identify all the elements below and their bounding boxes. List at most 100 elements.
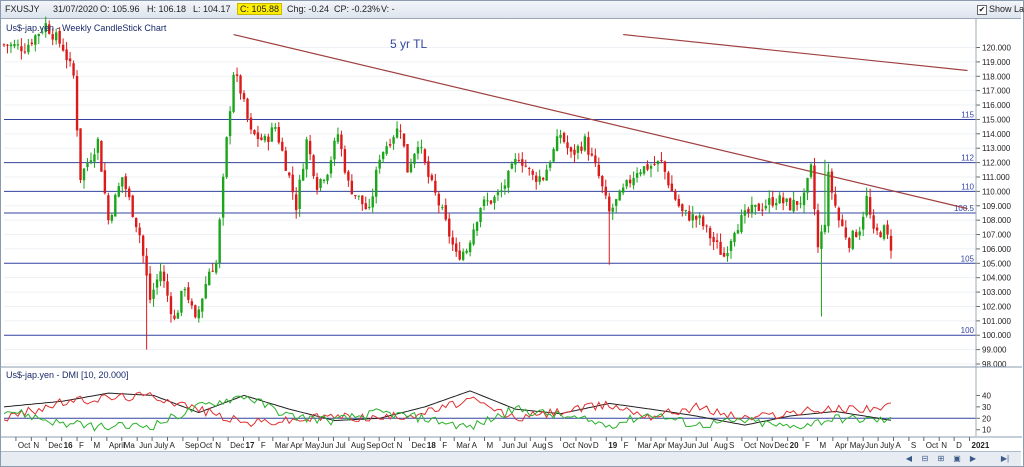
candle-body [72,63,75,76]
candle-body [875,227,879,231]
x-tick-label: July [154,441,168,450]
candle-body [795,201,799,205]
candle-body [521,159,524,166]
candle-body [472,229,475,245]
x-tick-label: Mar [638,441,652,450]
candle-body [841,219,844,227]
x-tick-label: M [487,441,494,450]
candle-body [538,176,541,182]
scroll-end-icon[interactable]: ▶| [1000,454,1010,463]
candle-body [239,75,242,94]
fit-icon[interactable]: ▣ [953,454,961,463]
candle-body [743,210,747,216]
candle-body [625,180,628,187]
x-tick-label: S [729,441,734,450]
candle-body [27,44,30,53]
price-tick-label: 99.000 [982,346,1007,355]
quote-toolbar: FXUSJY 31/07/2020 O: 105.96 H: 106.18 L:… [1,1,1024,19]
candle-body [430,175,434,180]
candle-body [305,139,308,170]
candle-body [719,241,722,255]
candle-body [531,170,534,175]
candle-body [580,146,583,151]
candle-body [681,204,684,212]
candle-body [517,160,521,162]
candle-body [649,165,653,169]
candle-body [399,130,402,132]
candle-body [281,141,284,151]
price-tick-label: 116.000 [982,101,1011,110]
candle-body [868,197,872,215]
price-tick-label: 113.000 [982,144,1011,153]
candle-body [322,180,326,182]
price-chart-title: Us$-jap.yen - Weekly CandleStick Chart [6,23,167,33]
candle-body [740,215,743,233]
x-tick-label: A [472,441,478,450]
candle-body [548,163,552,168]
dmi-y-axis: 40 30 20 10 [976,391,991,435]
candle-body [768,198,771,205]
x-tick-label: S [911,441,916,450]
candle-body [312,155,315,177]
candle-body [775,203,778,206]
candle-body [663,161,667,172]
candle-body [837,207,841,221]
candle-body [712,236,715,243]
candle-body [496,192,500,196]
x-tick-label: Sep [185,441,200,450]
candle-body [851,230,854,249]
price-tick-label: 117.000 [982,87,1011,96]
x-tick-label: Ma [124,441,136,450]
x-tick-label: A [169,441,175,450]
candle-body [333,140,336,160]
dmi-tick-label: 10 [982,426,991,435]
candle-body [242,93,246,100]
price-tick-label: 119.000 [982,58,1011,67]
x-tick-label: 16 [64,441,73,450]
candle-body [771,197,774,206]
candle-body [674,191,677,200]
candle-body [249,117,253,130]
candle-body [20,46,23,52]
price-tick-label: 109.000 [982,202,1011,211]
candle-body [169,296,173,315]
candle-body [646,164,649,170]
low-label: L: 104.17 [193,4,231,14]
x-tick-label: Jul [517,441,527,450]
x-tick-label: Aug [351,441,365,450]
trendline-annotation: 5 yr TL [390,37,427,51]
candle-body [343,149,347,173]
candle-body [528,168,531,170]
zoom-in-icon[interactable]: ⊞ [937,454,945,463]
show-last-label[interactable]: Show Last [989,4,1024,14]
x-tick-label: D [593,441,599,450]
x-tick-label: Nov [759,441,773,450]
x-tick-label: Apr [290,441,303,450]
scroll-left-icon[interactable]: ◀ [905,454,913,463]
candle-body [361,195,364,205]
candle-body [51,34,54,40]
candle-body [368,206,371,208]
show-last-checkbox[interactable]: ✔ [977,5,987,15]
candle-body [319,179,322,189]
scroll-bar[interactable]: ◀ ⊟ ⊞ ▣ ▶ ▶| [1,451,1021,466]
price-tick-label: 110.000 [982,187,1011,196]
candle-body [541,177,545,180]
zoom-out-icon[interactable]: ⊟ [921,454,929,463]
candle-body [103,170,107,194]
candle-body [830,171,834,193]
x-tick-label: Jun [321,441,334,450]
price-tick-label: 103.000 [982,288,1011,297]
candle-body [395,128,399,138]
x-tick-label: May [305,441,320,450]
candle-body [176,312,180,319]
candle-body [315,177,319,190]
candle-body [698,215,701,219]
dmi-tick-label: 20 [982,414,991,423]
x-tick-label: Jun [139,441,152,450]
candle-body [684,210,687,212]
scroll-right-icon[interactable]: ▶ [969,454,977,463]
candle-body [434,180,437,193]
